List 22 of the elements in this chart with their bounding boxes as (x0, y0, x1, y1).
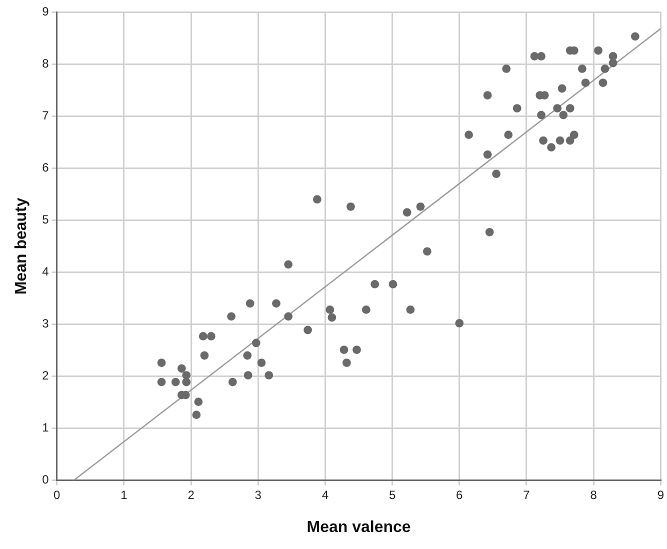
x-axis-title: Mean valence (306, 518, 411, 536)
y-tick-label: 4 (42, 264, 50, 279)
x-tick-label: 2 (188, 488, 195, 502)
y-tick-label: 8 (42, 56, 50, 70)
y-tick-label: 3 (42, 316, 50, 331)
y-tick-label: 6 (42, 160, 50, 174)
y-tick-label: 5 (42, 212, 50, 226)
x-tick-label: 1 (120, 488, 128, 502)
x-tick-label: 5 (388, 488, 396, 502)
y-axis-title: Mean beauty (13, 198, 30, 295)
x-tick-label: 3 (254, 488, 262, 502)
x-tick-label: 7 (523, 488, 530, 502)
y-tick-label: 2 (42, 368, 50, 383)
y-tick-label: 7 (42, 108, 50, 122)
x-tick-label: 9 (657, 488, 664, 502)
x-tick-label: 0 (54, 488, 61, 502)
y-tick-label: 0 (42, 472, 50, 487)
y-tick-label: 9 (42, 4, 50, 18)
y-tick-label: 1 (42, 420, 50, 435)
x-tick-label: 6 (456, 488, 464, 502)
x-tick-label: 8 (590, 488, 598, 502)
x-tick-label: 4 (322, 488, 329, 502)
